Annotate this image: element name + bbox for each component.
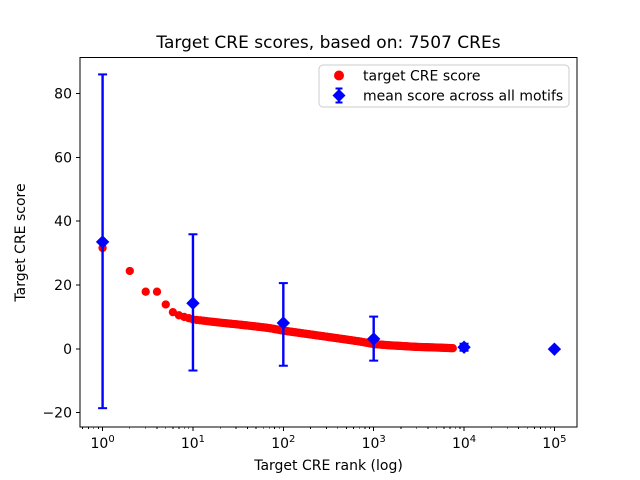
mean-score-diamond — [95, 235, 110, 249]
y-axis-tick-label: 0 — [63, 342, 72, 358]
x-axis-label: Target CRE rank (log) — [253, 458, 403, 474]
y-axis-tick-label: 80 — [54, 87, 72, 103]
legend-circle-marker-icon — [334, 70, 344, 81]
legend-label-mean-score: mean score across all motifs — [363, 89, 563, 105]
mean-score-point — [186, 233, 200, 372]
axis-major-ticks — [76, 93, 555, 431]
mean-score-errorbar-series — [95, 73, 562, 410]
y-axis-label: Target CRE score — [13, 183, 29, 302]
x-axis-tick-label: 103 — [362, 434, 386, 452]
mean-score-diamond — [547, 342, 562, 356]
y-axis-tick-label: 20 — [54, 278, 72, 294]
chart-title: Target CRE scores, based on: 7507 CREs — [155, 33, 500, 53]
x-axis-tick-label: 102 — [271, 434, 295, 452]
mean-score-point — [547, 342, 562, 356]
red-scatter-point — [125, 266, 134, 276]
axis-tick-labels: 100 101 102 103 104 105 −20 0 20 40 60 80 — [42, 87, 566, 452]
mean-score-point — [95, 73, 110, 410]
mean-score-point — [457, 340, 471, 354]
red-scatter-point — [152, 287, 162, 296]
red-scatter-point — [448, 344, 457, 353]
y-axis-tick-label: −20 — [42, 406, 72, 422]
mean-score-diamond — [457, 340, 471, 354]
y-axis-tick-label: 40 — [54, 214, 72, 230]
mean-score-point — [366, 315, 381, 362]
y-axis-tick-label: 60 — [54, 150, 72, 166]
x-axis-tick-label: 101 — [181, 434, 205, 452]
legend-box — [318, 64, 570, 108]
x-axis-tick-label: 100 — [90, 434, 114, 452]
x-axis-tick-label: 104 — [452, 434, 476, 452]
plot-frame — [79, 57, 578, 428]
red-scatter-point — [141, 287, 150, 296]
target-cre-score-series — [98, 243, 457, 353]
x-axis-tick-label: 105 — [542, 434, 566, 452]
mean-score-diamond — [366, 332, 381, 346]
mean-score-diamond — [276, 316, 291, 330]
red-scatter-point — [161, 300, 170, 309]
mean-score-point — [276, 282, 291, 367]
legend: target CRE score mean score across all m… — [318, 64, 570, 108]
legend-diamond-errorbar-icon — [332, 87, 346, 104]
mean-score-diamond — [186, 296, 200, 310]
legend-label-target-cre-score: target CRE score — [363, 69, 480, 85]
